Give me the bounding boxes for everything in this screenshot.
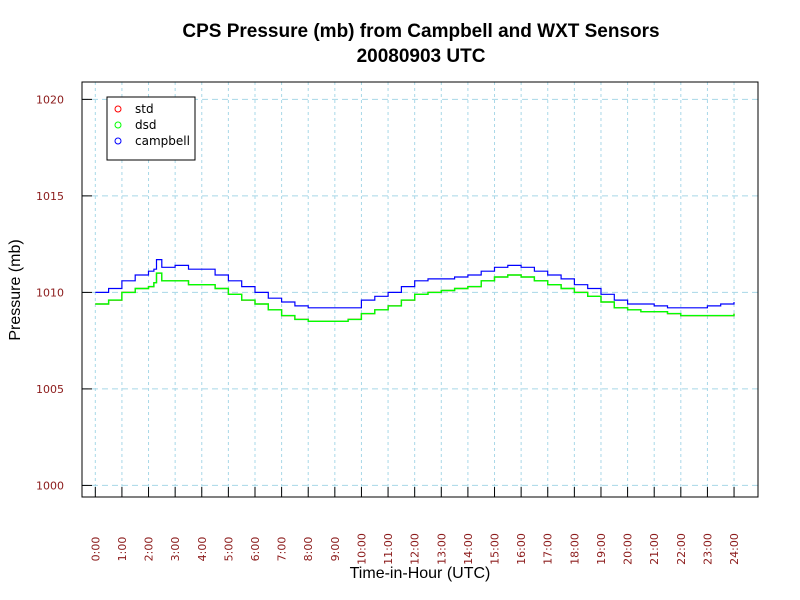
x-tick-label: 4:00 [196, 537, 209, 562]
legend-label-campbell: campbell [135, 134, 190, 148]
x-tick-label: 23:00 [701, 533, 714, 565]
legend-label-std: std [135, 102, 154, 116]
x-tick-label: 11:00 [382, 533, 395, 565]
x-tick-label: 18:00 [568, 533, 581, 565]
legend-marker-dsd [114, 121, 122, 129]
axes: 0:00 1:00 2:00 3:00 4:00 5:00 6:00 7:00 8:00 9:00… [36, 93, 741, 564]
x-tick-label: 19:00 [595, 533, 608, 565]
x-tick-label: 10:00 [355, 533, 368, 565]
legend-box [106, 96, 196, 161]
x-tick-label: 15:00 [489, 533, 502, 565]
x-tick-label: 14:00 [462, 533, 475, 565]
legend: std dsd campbell [106, 96, 196, 161]
x-tick-label: 1:00 [116, 537, 129, 562]
series-layer [95, 259, 735, 322]
x-tick-label: 3:00 [169, 537, 182, 562]
x-tick-label: 24:00 [728, 533, 741, 565]
y-tick-label: 1020 [36, 93, 64, 106]
plot-frame [81, 81, 759, 498]
chart-subtitle: 20080903 UTC [357, 46, 486, 67]
y-tick-label: 1000 [36, 479, 64, 492]
y-tick-label: 1005 [36, 383, 64, 396]
x-tick-label: 9:00 [329, 537, 342, 562]
series-line-campbell [95, 259, 735, 309]
grid [82, 82, 758, 497]
legend-label-dsd: dsd [135, 118, 157, 132]
x-tick-label: 6:00 [249, 537, 262, 562]
legend-marker-std [114, 105, 122, 113]
y-axis-label: Pressure (mb) [7, 239, 24, 340]
x-tick-label: 17:00 [542, 533, 555, 565]
x-axis-label: Time-in-Hour (UTC) [350, 565, 491, 582]
x-tick-label: 12:00 [409, 533, 422, 565]
y-tick-label: 1015 [36, 190, 64, 203]
x-tick-label: 22:00 [675, 533, 688, 565]
x-tick-label: 8:00 [302, 537, 315, 562]
x-tick-label: 0:00 [89, 537, 102, 562]
x-tick-label: 20:00 [622, 533, 635, 565]
chart-title: CPS Pressure (mb) from Campbell and WXT … [182, 21, 659, 42]
x-tick-label: 13:00 [435, 533, 448, 565]
x-tick-label: 16:00 [515, 533, 528, 565]
x-tick-label: 5:00 [222, 537, 235, 562]
legend-marker-campbell [114, 137, 122, 145]
series-line-dsd [95, 272, 735, 322]
x-tick-label: 2:00 [143, 537, 156, 562]
x-tick-label: 7:00 [276, 537, 289, 562]
y-tick-label: 1010 [36, 286, 64, 299]
x-tick-label: 21:00 [648, 533, 661, 565]
